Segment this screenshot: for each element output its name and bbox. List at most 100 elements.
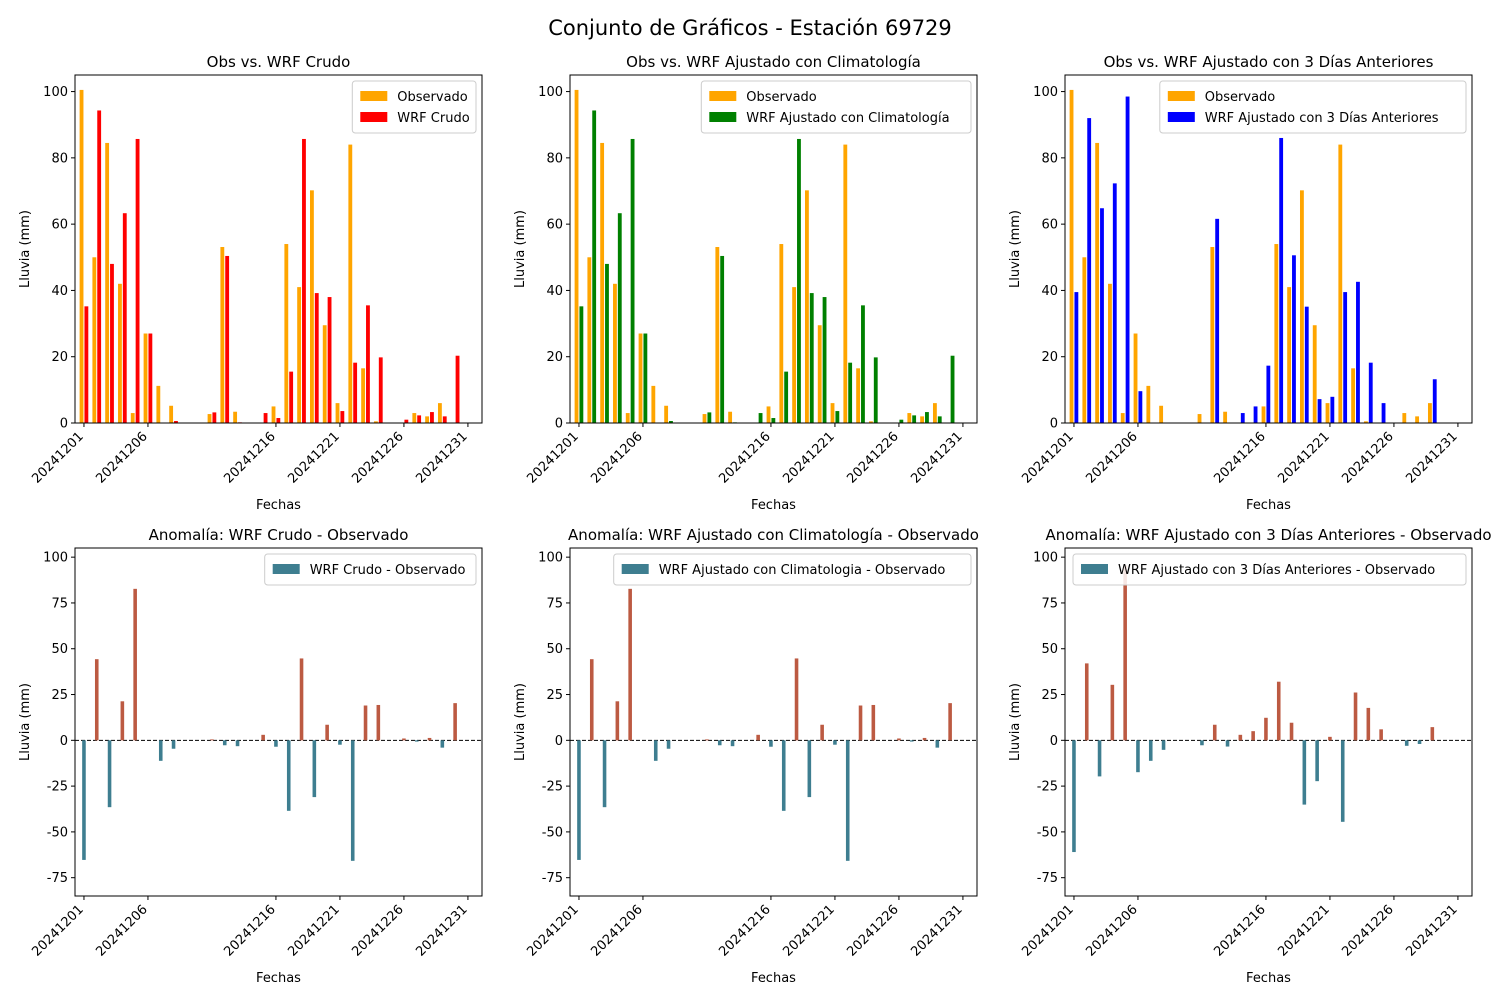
y-axis-label: Lluvia (mm) — [18, 210, 33, 288]
legend-swatch — [272, 564, 300, 574]
bar-anomalia — [948, 703, 952, 741]
legend: WRF Ajustado con 3 Días Anteriores - Obs… — [1072, 553, 1467, 586]
bar-anomalia — [1340, 740, 1345, 822]
bar-observado — [868, 421, 873, 423]
legend-label: WRF Ajustado con Climatologia - Observad… — [659, 563, 946, 578]
x-tick-label: 20241221 — [285, 429, 342, 486]
bar-anomalia — [897, 738, 901, 741]
bar-wrf — [1100, 208, 1104, 423]
y-tick-label: 50 — [1041, 642, 1058, 657]
bar-wrf — [366, 305, 370, 423]
x-tick-label: 20241216 — [716, 902, 773, 959]
bar-anomalia — [1161, 740, 1166, 750]
bar-wrf — [873, 357, 878, 423]
x-tick-label: 20241201 — [524, 902, 581, 959]
y-tick-label: 100 — [1033, 85, 1058, 100]
bar-anomalia — [871, 704, 876, 741]
bar-anomalia — [935, 740, 940, 748]
bar-wrf — [720, 255, 725, 423]
bar-wrf — [1087, 118, 1092, 423]
bar-wrf — [442, 416, 447, 423]
bar-anomalia — [453, 703, 457, 741]
bar-wrf — [1343, 292, 1348, 423]
bar-wrf — [97, 110, 102, 423]
bar-wrf — [1215, 218, 1220, 423]
bar-observado — [373, 421, 378, 423]
bar-wrf — [848, 362, 853, 423]
legend: Observado WRF Ajustado con 3 Días Anterio… — [1159, 80, 1467, 134]
bar-wrf — [1279, 137, 1284, 423]
bar-observado — [1069, 89, 1074, 424]
bar-anomalia — [427, 737, 432, 741]
y-axis-label: Lluvia (mm) — [1008, 210, 1023, 288]
x-tick-label: 20241226 — [844, 429, 901, 486]
bar-anomalia — [820, 724, 824, 741]
y-tick-label: 75 — [1041, 596, 1058, 611]
bar-wrf — [340, 411, 345, 423]
y-tick-label: 0 — [1050, 417, 1058, 432]
legend-swatch — [360, 112, 388, 122]
bar-wrf — [404, 419, 409, 423]
legend: Observado WRF Ajustado con Climatología — [700, 80, 972, 134]
bar-observado — [1133, 333, 1138, 423]
x-axis-label: Fechas — [751, 498, 796, 513]
y-tick-label: -25 — [47, 780, 68, 795]
y-axis-label: Lluvia (mm) — [513, 683, 528, 761]
legend-swatch — [1081, 564, 1108, 574]
bar-anomalia — [1379, 729, 1383, 741]
legend-box — [613, 553, 972, 586]
bar-wrf — [302, 138, 306, 424]
bar-observado — [1159, 405, 1164, 423]
bar-wrf — [430, 412, 434, 423]
bar-anomalia — [628, 588, 632, 741]
bar-anomalia — [133, 588, 137, 741]
y-tick-label: 80 — [546, 151, 563, 166]
bar-observado — [766, 406, 771, 423]
bar-wrf — [899, 419, 904, 423]
bar-observado — [856, 368, 861, 423]
y-tick-label: 50 — [51, 642, 68, 657]
legend-box — [264, 553, 477, 586]
bar-observado — [625, 413, 630, 423]
legend-label: WRF Crudo - Observado — [310, 563, 466, 578]
y-tick-label: 60 — [546, 218, 563, 233]
x-axis-label: Fechas — [1246, 971, 1291, 986]
bar-wrf — [1266, 365, 1271, 423]
x-tick-label: 20241226 — [1339, 429, 1396, 486]
bar-observado — [613, 283, 617, 423]
bar-anomalia — [1404, 740, 1409, 746]
bar-anomalia — [1110, 684, 1115, 741]
bar-observado — [702, 414, 707, 423]
bar-wrf — [122, 213, 127, 423]
bar-observado — [651, 385, 656, 423]
legend: WRF Ajustado con Climatologia - Observad… — [613, 553, 972, 586]
y-tick-label: -50 — [47, 825, 68, 840]
bar-anomalia — [402, 738, 406, 741]
bar-anomalia — [363, 705, 368, 741]
legend-swatch — [709, 91, 737, 101]
bar-anomalia — [730, 740, 735, 747]
bar-anomalia — [1417, 740, 1422, 744]
y-tick-label: -25 — [1037, 780, 1058, 795]
bar-anomalia — [1084, 663, 1089, 741]
bar-anomalia — [1123, 565, 1127, 741]
bar-anomalia — [1200, 740, 1204, 746]
bar-anomalia — [922, 737, 927, 741]
x-tick-label: 20241201 — [1019, 902, 1076, 959]
bar-observado — [412, 413, 417, 423]
y-tick-label: 100 — [1033, 551, 1058, 566]
bar-anomalia — [235, 740, 240, 747]
bar-wrf — [822, 297, 827, 423]
bar-wrf — [1356, 281, 1360, 423]
legend-swatch — [621, 564, 649, 574]
bar-wrf — [417, 415, 422, 423]
bar-anomalia — [1328, 736, 1332, 741]
bar-anomalia — [350, 740, 355, 861]
x-axis-label: Fechas — [256, 498, 301, 513]
x-tick-label: 20241216 — [1211, 902, 1268, 959]
bar-observado — [437, 403, 442, 423]
y-tick-label: 0 — [555, 417, 563, 432]
bar-observado — [920, 416, 925, 423]
